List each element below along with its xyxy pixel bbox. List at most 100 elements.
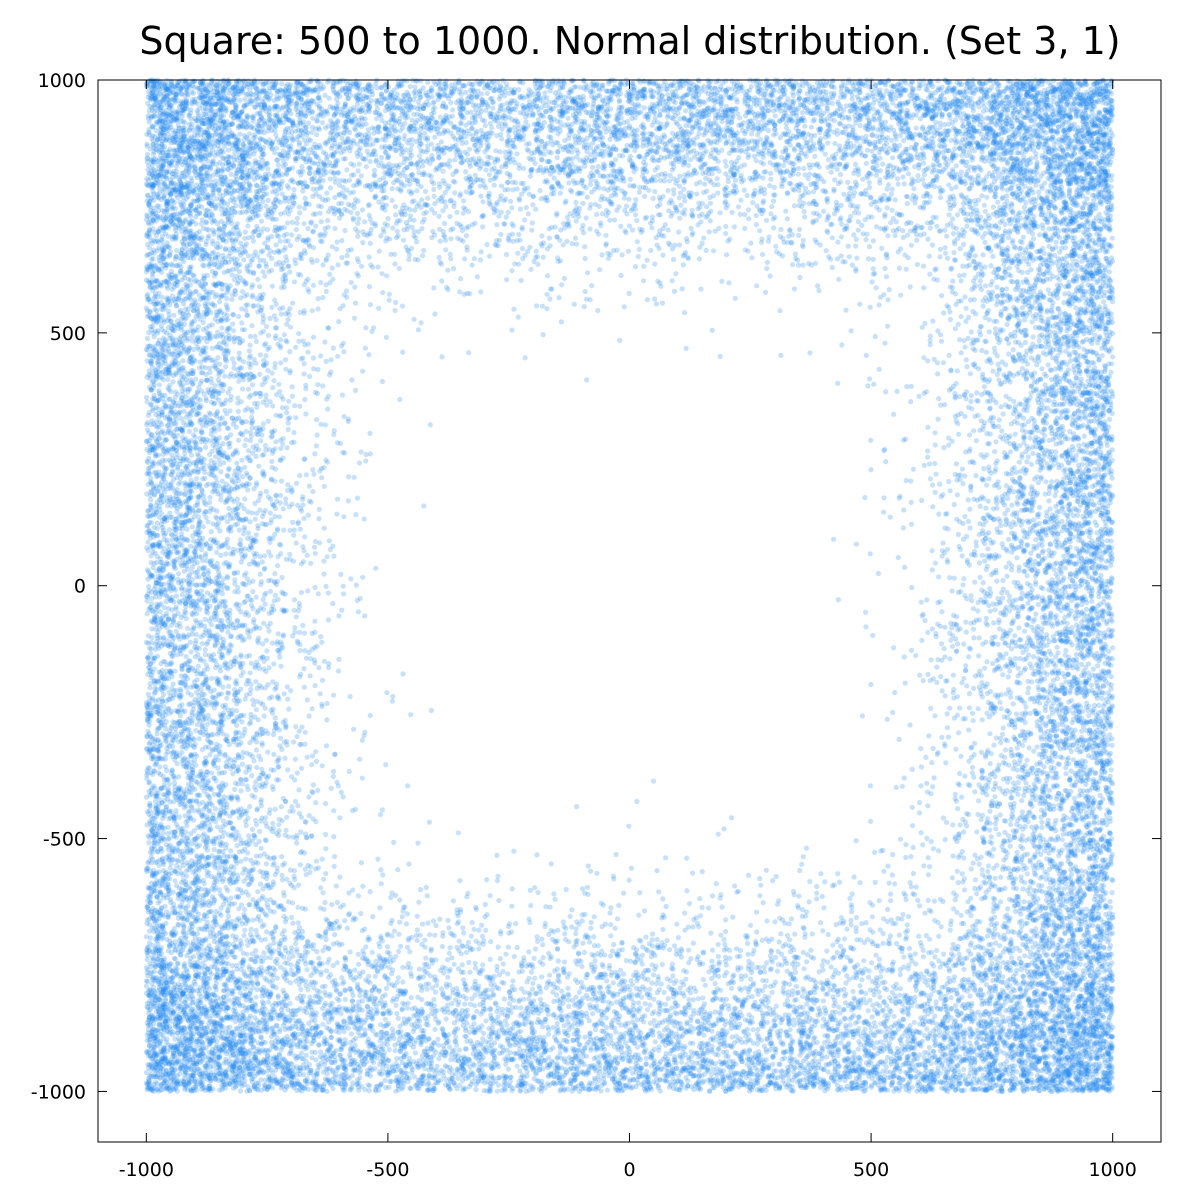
scatter-point xyxy=(858,880,863,885)
scatter-point xyxy=(420,922,425,927)
scatter-point xyxy=(295,216,300,221)
scatter-point xyxy=(1073,305,1078,310)
scatter-point xyxy=(580,941,585,946)
scatter-point xyxy=(230,356,235,361)
scatter-point xyxy=(184,868,189,873)
scatter-point xyxy=(723,231,728,236)
scatter-point xyxy=(925,672,930,677)
scatter-point xyxy=(877,957,882,962)
scatter-point xyxy=(279,81,284,86)
scatter-point xyxy=(203,647,208,652)
scatter-point xyxy=(974,390,979,395)
scatter-point xyxy=(316,665,321,670)
scatter-point xyxy=(967,525,972,530)
scatter-point xyxy=(929,657,934,662)
scatter-point xyxy=(436,214,441,219)
scatter-point xyxy=(796,990,801,995)
scatter-point xyxy=(850,989,855,994)
scatter-point xyxy=(340,393,345,398)
scatter-point xyxy=(238,788,243,793)
scatter-point xyxy=(854,256,859,261)
scatter-point xyxy=(738,198,743,203)
scatter-point xyxy=(323,832,328,837)
scatter-point xyxy=(254,765,259,770)
scatter-point xyxy=(617,338,622,343)
scatter-point xyxy=(549,861,554,866)
scatter-point xyxy=(980,553,985,558)
scatter-point xyxy=(328,185,333,190)
scatter-point xyxy=(1047,788,1052,793)
scatter-point xyxy=(1022,629,1027,634)
scatter-point xyxy=(956,532,961,537)
scatter-point xyxy=(698,287,703,292)
scatter-point xyxy=(953,636,958,641)
scatter-point xyxy=(713,981,718,986)
scatter-point xyxy=(707,229,712,234)
scatter-point xyxy=(359,264,364,269)
scatter-point xyxy=(785,216,790,221)
scatter-point xyxy=(1013,432,1018,437)
scatter-point xyxy=(677,216,682,221)
scatter-point xyxy=(295,221,300,226)
scatter-point xyxy=(249,323,254,328)
scatter-point xyxy=(239,458,244,463)
scatter-point xyxy=(255,889,260,894)
scatter-point xyxy=(864,161,869,166)
scatter-point xyxy=(916,934,921,939)
scatter-point xyxy=(794,984,799,989)
scatter-point xyxy=(261,922,266,927)
scatter-point xyxy=(393,1048,398,1053)
scatter-point xyxy=(484,167,489,172)
scatter-point xyxy=(367,202,372,207)
scatter-point xyxy=(463,169,468,174)
scatter-point xyxy=(547,236,552,241)
scatter-point xyxy=(919,638,924,643)
scatter-point xyxy=(248,343,253,348)
scatter-point xyxy=(1028,435,1033,440)
scatter-point xyxy=(683,108,688,113)
scatter-point xyxy=(363,458,368,463)
scatter-point xyxy=(509,904,514,909)
scatter-point xyxy=(1031,654,1036,659)
scatter-point xyxy=(868,682,873,687)
scatter-point xyxy=(967,507,972,512)
scatter-point xyxy=(742,188,747,193)
scatter-point xyxy=(538,188,543,193)
scatter-point xyxy=(291,739,296,744)
scatter-point xyxy=(718,210,723,215)
scatter-point xyxy=(240,762,245,767)
scatter-point xyxy=(836,277,841,282)
scatter-point xyxy=(300,623,305,628)
scatter-point xyxy=(754,929,759,934)
scatter-point xyxy=(1025,690,1030,695)
scatter-point xyxy=(821,209,826,214)
scatter-point xyxy=(302,685,307,690)
scatter-point xyxy=(185,626,190,631)
scatter-point xyxy=(993,326,998,331)
scatter-point xyxy=(998,404,1003,409)
scatter-point xyxy=(242,928,247,933)
scatter-point xyxy=(864,353,869,358)
scatter-point xyxy=(279,664,284,669)
scatter-point xyxy=(690,871,695,876)
points-layer xyxy=(144,77,1116,1094)
scatter-point xyxy=(778,227,783,232)
scatter-point xyxy=(325,554,330,559)
scatter-point xyxy=(272,313,277,318)
scatter-point xyxy=(908,854,913,859)
scatter-point xyxy=(292,187,297,192)
scatter-point xyxy=(703,983,708,988)
scatter-point xyxy=(1004,574,1009,579)
scatter-point xyxy=(187,429,192,434)
scatter-point xyxy=(653,1039,658,1044)
scatter-point xyxy=(238,1088,243,1093)
scatter-point xyxy=(370,950,375,955)
scatter-point xyxy=(546,149,551,154)
scatter-point xyxy=(849,922,854,927)
scatter-point xyxy=(854,838,859,843)
scatter-point xyxy=(532,956,537,961)
scatter-point xyxy=(938,897,943,902)
scatter-point xyxy=(777,308,782,313)
scatter-point xyxy=(924,781,929,786)
scatter-point xyxy=(543,921,548,926)
